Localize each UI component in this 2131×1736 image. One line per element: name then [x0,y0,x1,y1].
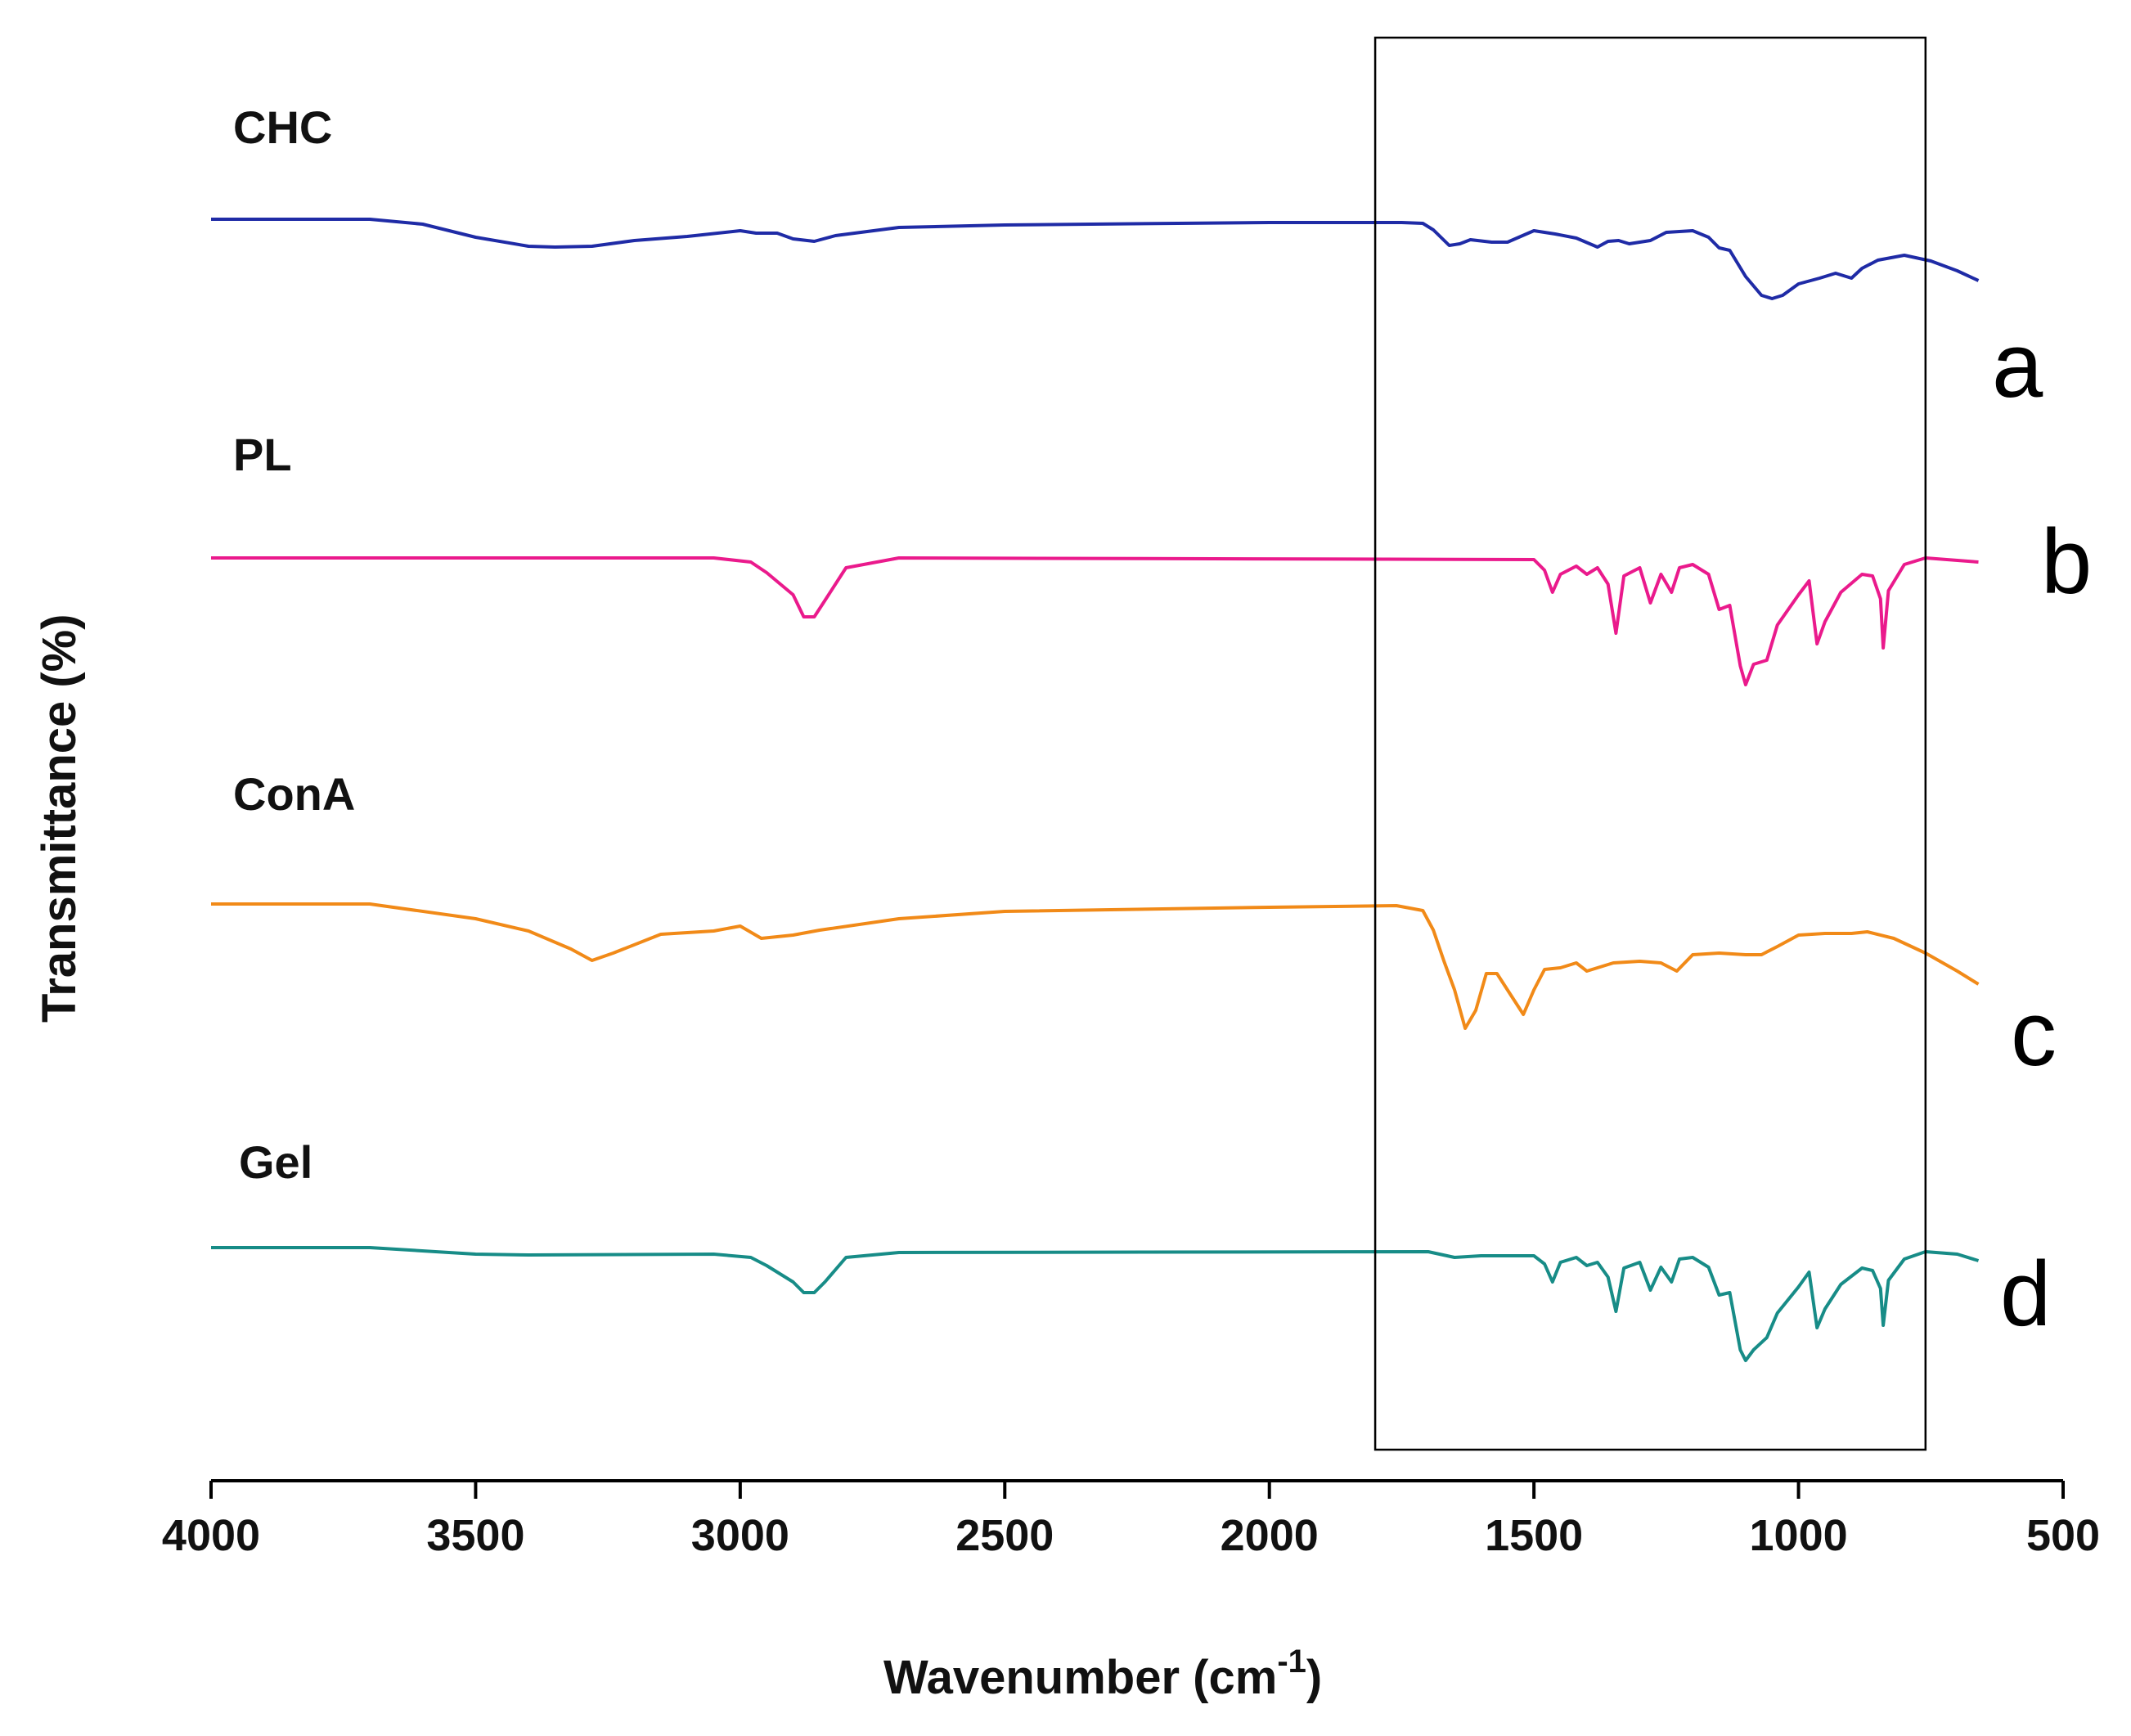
series-label-chc: CHC [233,101,332,153]
series-label-gel: Gel [239,1136,312,1188]
x-tick-label: 4000 [162,1511,260,1560]
x-tick-label: 500 [2026,1511,2100,1560]
series-line-gel [211,1246,1980,1362]
series-label-pl: PL [233,429,292,480]
series-letter-b: b [2041,510,2092,613]
series-name-labels: CHC PL ConA Gel [233,101,355,1188]
x-tick-label: 3000 [691,1511,789,1560]
x-tick-label: 1000 [1750,1511,1848,1560]
highlight-region-box [1373,36,1927,1451]
series-letter-d: d [2000,1243,2051,1345]
x-tick-label: 1500 [1485,1511,1583,1560]
spectra-lines [211,218,1980,1362]
x-tick-label: 2500 [955,1511,1054,1560]
series-letters: a b c d [1992,314,2092,1345]
x-axis-ticks: 4000 3500 3000 2500 2000 1500 1000 500 [162,1481,2100,1560]
series-line-cona [211,902,1980,1030]
x-tick-label: 3500 [426,1511,524,1560]
series-letter-c: c [2011,983,2057,1085]
series-line-pl [211,556,1979,686]
x-tick-label: 2000 [1221,1511,1319,1560]
series-label-cona: ConA [233,768,355,820]
series-letter-a: a [1992,314,2043,416]
x-axis-title: Wavenumber (cm-1) [883,1644,1322,1704]
series-line-chc [211,218,1980,300]
y-axis-title: Transmittance (%) [33,614,86,1023]
